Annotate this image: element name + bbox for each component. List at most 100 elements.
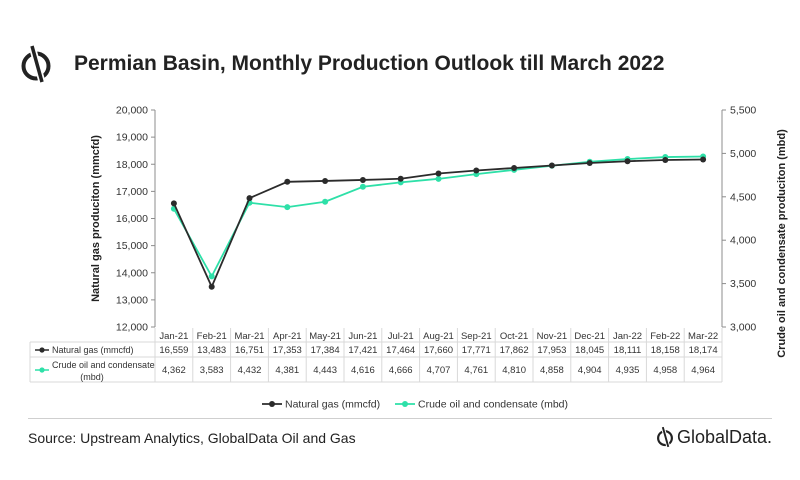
gas-series-point <box>284 178 291 185</box>
gas-series-point <box>435 170 442 177</box>
oil-series-point <box>359 183 366 190</box>
footer-divider <box>28 418 772 419</box>
production-chart: 12,000 13,000 14,000 15,000 16,000 17,000 18,0… <box>29 105 788 411</box>
data-label-gas: 17,464 <box>386 345 415 356</box>
y-tick-label-right: 4,000 <box>730 235 756 247</box>
data-label-oil: 4,432 <box>238 365 262 376</box>
category-label: Sep-21 <box>461 331 492 342</box>
y-tick-label-right: 3,000 <box>730 322 756 334</box>
data-label-gas: 17,384 <box>311 345 340 356</box>
data-label-oil: 4,964 <box>691 365 715 376</box>
gas-series-point <box>624 158 631 165</box>
category-label: Oct-21 <box>500 331 529 342</box>
data-label-gas: 17,862 <box>500 345 529 356</box>
globaldata-brand-icon <box>656 426 673 448</box>
table-row-label-oil: Crude oil and condensate <box>52 360 155 370</box>
data-label-oil: 3,583 <box>200 365 224 376</box>
table-key-gas-marker <box>39 347 45 353</box>
data-label-gas: 18,174 <box>689 345 718 356</box>
y-tick-label-left: 20,000 <box>116 105 148 117</box>
data-label-oil: 4,616 <box>351 365 375 376</box>
data-label-gas: 18,045 <box>575 345 604 356</box>
table-key-oil-marker <box>39 367 45 373</box>
y-tick-label-left: 16,000 <box>116 213 148 225</box>
data-label-gas: 17,421 <box>348 345 377 356</box>
gas-series-point <box>397 175 404 182</box>
data-label-oil: 4,858 <box>540 365 564 376</box>
category-label: Feb-21 <box>197 331 227 342</box>
y-tick-label-right: 5,500 <box>730 105 756 117</box>
y-tick-label-right: 4,500 <box>730 191 756 203</box>
table-row-label-oil-unit: (mbd) <box>80 372 104 382</box>
y-tick-label-left: 15,000 <box>116 240 148 252</box>
gas-series-point <box>586 160 593 167</box>
data-label-gas: 17,953 <box>537 345 566 356</box>
legend-label-oil: Crude oil and condensate (mbd) <box>418 399 568 411</box>
brand: GlobalData. <box>656 426 772 448</box>
data-label-gas: 16,751 <box>235 345 264 356</box>
category-label: Nov-21 <box>537 331 568 342</box>
y-tick-label-right: 5,000 <box>730 148 756 160</box>
category-label: Aug-21 <box>423 331 454 342</box>
category-label: Jun-21 <box>348 331 377 342</box>
source-note: Source: Upstream Analytics, GlobalData O… <box>28 430 356 446</box>
data-label-gas: 13,483 <box>197 345 226 356</box>
data-label-oil: 4,707 <box>427 365 451 376</box>
y-tick-label-left: 19,000 <box>116 132 148 144</box>
y-tick-label-right: 3,500 <box>730 278 756 290</box>
category-label: Mar-22 <box>688 331 718 342</box>
data-label-oil: 4,761 <box>464 365 488 376</box>
y-axis-title-right: Crude oil and condensate produciton (mbd… <box>776 129 788 358</box>
oil-series-point <box>322 198 329 205</box>
legend-label-gas: Natural gas (mmcfd) <box>285 399 380 411</box>
oil-series-point <box>435 175 442 182</box>
legend-marker-oil <box>402 401 408 407</box>
data-label-gas: 17,353 <box>273 345 302 356</box>
gas-series-point <box>208 283 215 290</box>
brand-name: GlobalData. <box>676 426 772 447</box>
data-label-oil: 4,362 <box>162 365 186 376</box>
data-label-gas: 17,771 <box>462 345 491 356</box>
table-row-label-gas: Natural gas (mmcfd) <box>52 345 134 355</box>
y-tick-label-left: 17,000 <box>116 186 148 198</box>
y-tick-label-left: 13,000 <box>116 294 148 306</box>
oil-series-point <box>208 273 215 280</box>
category-label: Jan-21 <box>159 331 188 342</box>
data-label-oil: 4,904 <box>578 365 602 376</box>
data-label-gas: 16,559 <box>159 345 188 356</box>
y-tick-label-left: 18,000 <box>116 159 148 171</box>
gas-series-point <box>548 162 555 169</box>
category-label: Jan-22 <box>613 331 642 342</box>
category-label: Apr-21 <box>273 331 302 342</box>
data-label-oil: 4,958 <box>653 365 677 376</box>
category-label: Feb-22 <box>650 331 680 342</box>
category-label: Mar-21 <box>234 331 264 342</box>
gas-series-point <box>662 156 669 163</box>
gas-series-point <box>473 167 480 174</box>
data-label-oil: 4,935 <box>616 365 640 376</box>
category-label: Jul-21 <box>388 331 414 342</box>
gas-series-point <box>700 156 707 163</box>
data-label-oil: 4,810 <box>502 365 526 376</box>
title-row: Permian Basin, Monthly Production Outloo… <box>20 44 664 84</box>
category-label: Dec-21 <box>574 331 605 342</box>
page-title: Permian Basin, Monthly Production Outloo… <box>74 52 665 75</box>
gas-series-point <box>359 176 366 183</box>
y-tick-label-left: 14,000 <box>116 267 148 279</box>
data-label-gas: 18,158 <box>651 345 680 356</box>
y-tick-label-left: 12,000 <box>116 322 148 334</box>
data-label-gas: 17,660 <box>424 345 453 356</box>
gas-series-point <box>322 177 329 184</box>
globaldata-logo-icon <box>21 45 51 83</box>
oil-series-point <box>284 204 291 211</box>
data-label-oil: 4,666 <box>389 365 413 376</box>
category-label: May-21 <box>309 331 341 342</box>
gas-series-point <box>246 195 253 202</box>
y-axis-title-left: Natural gas produciton (mmcfd) <box>90 135 102 302</box>
gas-series-point <box>511 164 518 171</box>
gas-series-point <box>170 200 177 207</box>
data-label-gas: 18,111 <box>614 345 642 356</box>
data-label-oil: 4,443 <box>313 365 337 376</box>
data-label-oil: 4,381 <box>275 365 299 376</box>
legend-marker-gas <box>269 401 275 407</box>
